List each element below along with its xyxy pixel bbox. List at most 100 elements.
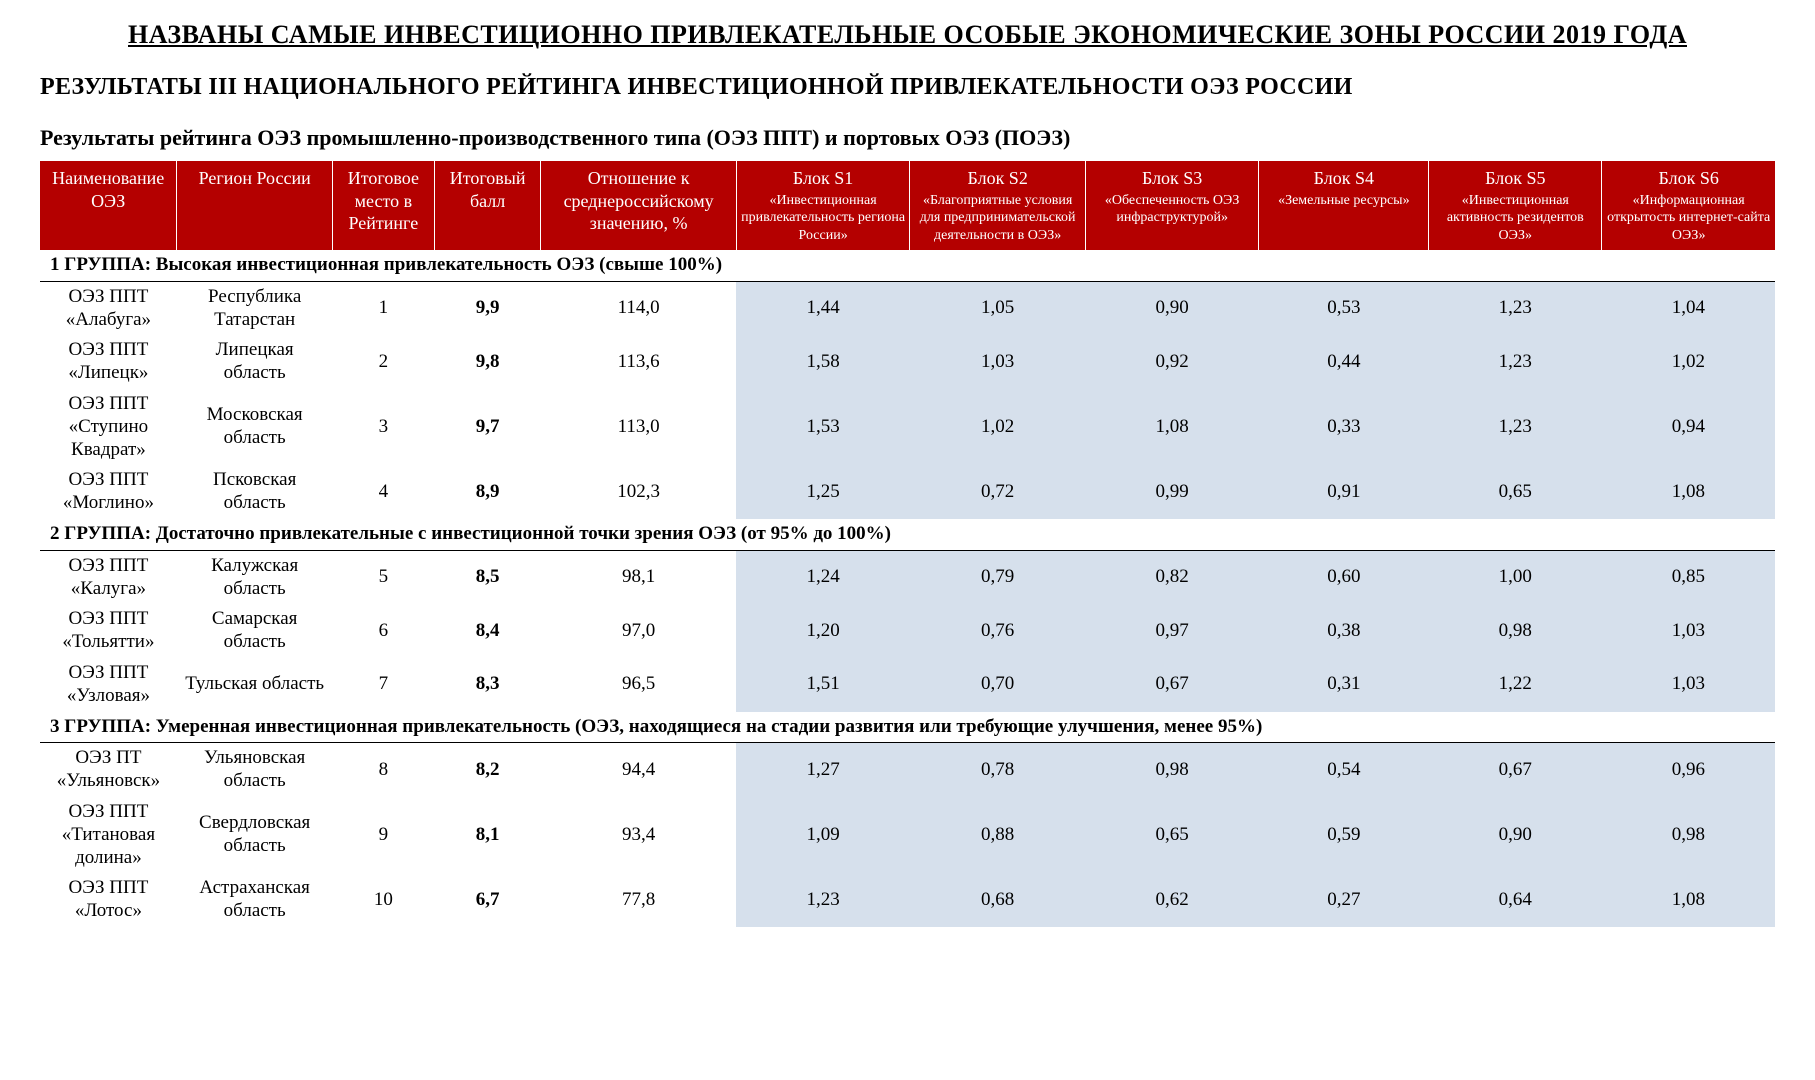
cell-name: ОЭЗ ППТ «Тольятти» <box>40 604 177 658</box>
cell-s6: 1,08 <box>1602 465 1775 519</box>
cell-s1: 1,51 <box>736 658 910 712</box>
cell-s5: 0,90 <box>1429 797 1602 873</box>
table-row: ОЭЗ ППТ «Липецк»Липецкая область29,8113,… <box>40 335 1775 389</box>
cell-place: 9 <box>332 797 434 873</box>
column-header: Регион России <box>177 161 333 250</box>
column-header-main: Блок S5 <box>1485 168 1545 188</box>
group-label: 3 ГРУППА: Умеренная инвестиционная привл… <box>40 712 1775 743</box>
cell-s6: 0,96 <box>1602 743 1775 797</box>
cell-s4: 0,38 <box>1259 604 1429 658</box>
cell-s6: 0,98 <box>1602 797 1775 873</box>
cell-place: 10 <box>332 873 434 927</box>
column-header: Отношение к среднероссийскому значению, … <box>541 161 736 250</box>
column-header-main: Отношение к среднероссийскому значению, … <box>564 168 714 233</box>
group-row: 2 ГРУППА: Достаточно привлекательные с и… <box>40 519 1775 550</box>
cell-name: ОЭЗ ППТ «Титановая долина» <box>40 797 177 873</box>
cell-s5: 1,23 <box>1429 389 1602 465</box>
cell-score: 9,8 <box>434 335 541 389</box>
cell-name: ОЭЗ ППТ «Моглино» <box>40 465 177 519</box>
cell-score: 8,5 <box>434 550 541 604</box>
cell-s3: 0,98 <box>1085 743 1259 797</box>
cell-s4: 0,60 <box>1259 550 1429 604</box>
cell-ratio: 98,1 <box>541 550 736 604</box>
group-row: 1 ГРУППА: Высокая инвестиционная привлек… <box>40 250 1775 281</box>
cell-ratio: 94,4 <box>541 743 736 797</box>
column-header: Блок S2«Благоприятные условия для предпр… <box>910 161 1085 250</box>
column-header-sub: «Обеспеченность ОЭЗ инфраструктурой» <box>1090 192 1255 227</box>
cell-s2: 1,05 <box>910 281 1085 335</box>
cell-s2: 0,68 <box>910 873 1085 927</box>
group-label: 1 ГРУППА: Высокая инвестиционная привлек… <box>40 250 1775 281</box>
cell-ratio: 93,4 <box>541 797 736 873</box>
cell-score: 8,4 <box>434 604 541 658</box>
cell-s1: 1,09 <box>736 797 910 873</box>
cell-ratio: 102,3 <box>541 465 736 519</box>
table-header: Наименование ОЭЗ Регион РоссииИтоговое ме… <box>40 161 1775 250</box>
cell-s6: 1,08 <box>1602 873 1775 927</box>
column-header-sub: «Инвестиционная привлекательность регион… <box>741 192 906 245</box>
cell-ratio: 113,0 <box>541 389 736 465</box>
cell-region: Самарская область <box>177 604 333 658</box>
cell-s4: 0,33 <box>1259 389 1429 465</box>
section-title: Результаты рейтинга ОЭЗ промышленно-прои… <box>40 125 1775 151</box>
cell-s6: 0,85 <box>1602 550 1775 604</box>
cell-s1: 1,58 <box>736 335 910 389</box>
cell-s5: 0,98 <box>1429 604 1602 658</box>
cell-s5: 0,65 <box>1429 465 1602 519</box>
cell-s3: 0,99 <box>1085 465 1259 519</box>
cell-s3: 1,08 <box>1085 389 1259 465</box>
cell-region: Тульская область <box>177 658 333 712</box>
cell-s5: 1,22 <box>1429 658 1602 712</box>
cell-s1: 1,23 <box>736 873 910 927</box>
column-header-sub: «Инвестиционная активность резидентов ОЭ… <box>1433 192 1597 245</box>
cell-name: ОЭЗ ППТ «Алабуга» <box>40 281 177 335</box>
cell-s3: 0,67 <box>1085 658 1259 712</box>
column-header: Блок S5 «Инвестиционная активность резиде… <box>1429 161 1602 250</box>
cell-s2: 0,78 <box>910 743 1085 797</box>
table-row: ОЭЗ ППТ «Алабуга»Республика Татарстан19,… <box>40 281 1775 335</box>
cell-s4: 0,59 <box>1259 797 1429 873</box>
cell-s1: 1,27 <box>736 743 910 797</box>
cell-s5: 1,23 <box>1429 335 1602 389</box>
cell-s6: 1,02 <box>1602 335 1775 389</box>
cell-score: 8,1 <box>434 797 541 873</box>
table-row: ОЭЗ ППТ «Моглино»Псковская область48,910… <box>40 465 1775 519</box>
table-row: ОЭЗ ПТ «Ульяновск»Ульяновская область88,… <box>40 743 1775 797</box>
cell-s4: 0,91 <box>1259 465 1429 519</box>
rating-table: Наименование ОЭЗ Регион РоссииИтоговое ме… <box>40 161 1775 927</box>
table-body: 1 ГРУППА: Высокая инвестиционная привлек… <box>40 250 1775 927</box>
column-header: Блок S4«Земельные ресурсы» <box>1259 161 1429 250</box>
cell-s2: 0,76 <box>910 604 1085 658</box>
column-header-main: Блок S2 <box>967 168 1027 188</box>
cell-place: 6 <box>332 604 434 658</box>
column-header: Блок S1 «Инвестиционная привлекательность… <box>736 161 910 250</box>
cell-s3: 0,65 <box>1085 797 1259 873</box>
cell-s6: 1,04 <box>1602 281 1775 335</box>
column-header-main: Блок S1 <box>793 168 853 188</box>
column-header: Блок S3 «Обеспеченность ОЭЗ инфраструктур… <box>1085 161 1259 250</box>
table-row: ОЭЗ ППТ «Ступино Квадрат»Московская обла… <box>40 389 1775 465</box>
cell-region: Астраханская область <box>177 873 333 927</box>
main-title: НАЗВАНЫ САМЫЕ ИНВЕСТИЦИОННО ПРИВЛЕКАТЕЛЬ… <box>40 20 1775 50</box>
cell-s5: 0,64 <box>1429 873 1602 927</box>
cell-region: Ульяновская область <box>177 743 333 797</box>
column-header-sub: «Земельные ресурсы» <box>1263 192 1424 210</box>
cell-score: 9,9 <box>434 281 541 335</box>
column-header-main: Блок S3 <box>1142 168 1202 188</box>
cell-s1: 1,24 <box>736 550 910 604</box>
cell-region: Липецкая область <box>177 335 333 389</box>
cell-score: 8,3 <box>434 658 541 712</box>
cell-s6: 1,03 <box>1602 658 1775 712</box>
column-header: Итоговый балл <box>434 161 541 250</box>
cell-score: 8,2 <box>434 743 541 797</box>
cell-s5: 0,67 <box>1429 743 1602 797</box>
cell-ratio: 113,6 <box>541 335 736 389</box>
table-row: ОЭЗ ППТ «Узловая»Тульская область78,396,… <box>40 658 1775 712</box>
cell-score: 8,9 <box>434 465 541 519</box>
column-header: Итоговое место в Рейтинге <box>332 161 434 250</box>
column-header-main: Наименование ОЭЗ <box>52 168 164 211</box>
cell-s3: 0,82 <box>1085 550 1259 604</box>
cell-ratio: 96,5 <box>541 658 736 712</box>
cell-score: 6,7 <box>434 873 541 927</box>
cell-s4: 0,31 <box>1259 658 1429 712</box>
